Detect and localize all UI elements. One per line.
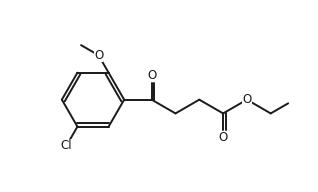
Text: O: O — [94, 49, 103, 62]
Text: Cl: Cl — [61, 139, 72, 152]
Text: O: O — [218, 132, 228, 144]
Text: O: O — [242, 93, 252, 106]
Text: O: O — [147, 69, 156, 82]
